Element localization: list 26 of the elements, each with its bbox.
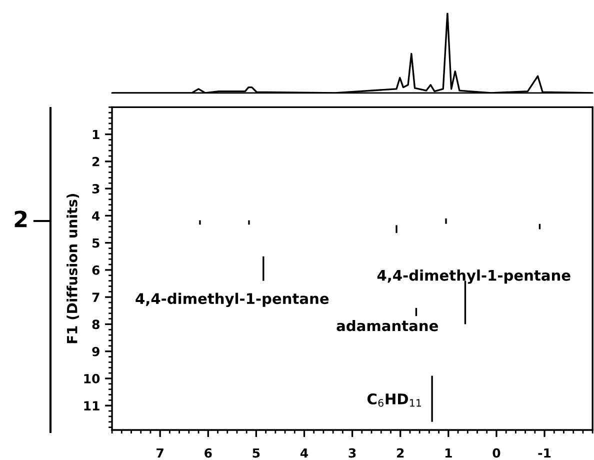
x-tick-label: 3	[348, 448, 356, 458]
x-tick-label: -1	[538, 448, 551, 458]
y-tick-label: 11	[84, 401, 100, 410]
text: 2	[14, 210, 27, 228]
x-tick-label: 1	[445, 448, 452, 458]
y-tick-label: 3	[92, 184, 100, 194]
y-axis-title: F1 (Diffusion units)	[66, 194, 79, 344]
y-tick-label: 7	[92, 292, 100, 302]
y-tick-label: 6	[92, 265, 100, 275]
y-tick-label: 1	[92, 130, 100, 140]
y-tick-label: 5	[92, 238, 100, 248]
y-tick-label: 8	[92, 320, 100, 330]
annotation: C$_{6}$HD$_{11}$	[367, 393, 421, 407]
x-tick-label: 0	[492, 448, 500, 458]
annotation: adamantane	[336, 320, 438, 332]
annotation: 4,4-dimethyl-1-pentane	[377, 270, 570, 284]
y-tick-label: 10	[84, 374, 100, 384]
x-tick-label: 4	[300, 448, 308, 458]
x-tick-label: 2	[396, 448, 404, 458]
y-tick-label: 2	[92, 156, 100, 166]
annotation: 4,4-dimethyl-1-pentane	[136, 292, 329, 308]
x-tick-label: 7	[156, 448, 164, 458]
y-tick-label: 4	[92, 211, 100, 220]
x-tick-label: 5	[252, 448, 260, 458]
y-tick-label: 9	[92, 346, 100, 356]
x-tick-label: 6	[204, 448, 212, 458]
